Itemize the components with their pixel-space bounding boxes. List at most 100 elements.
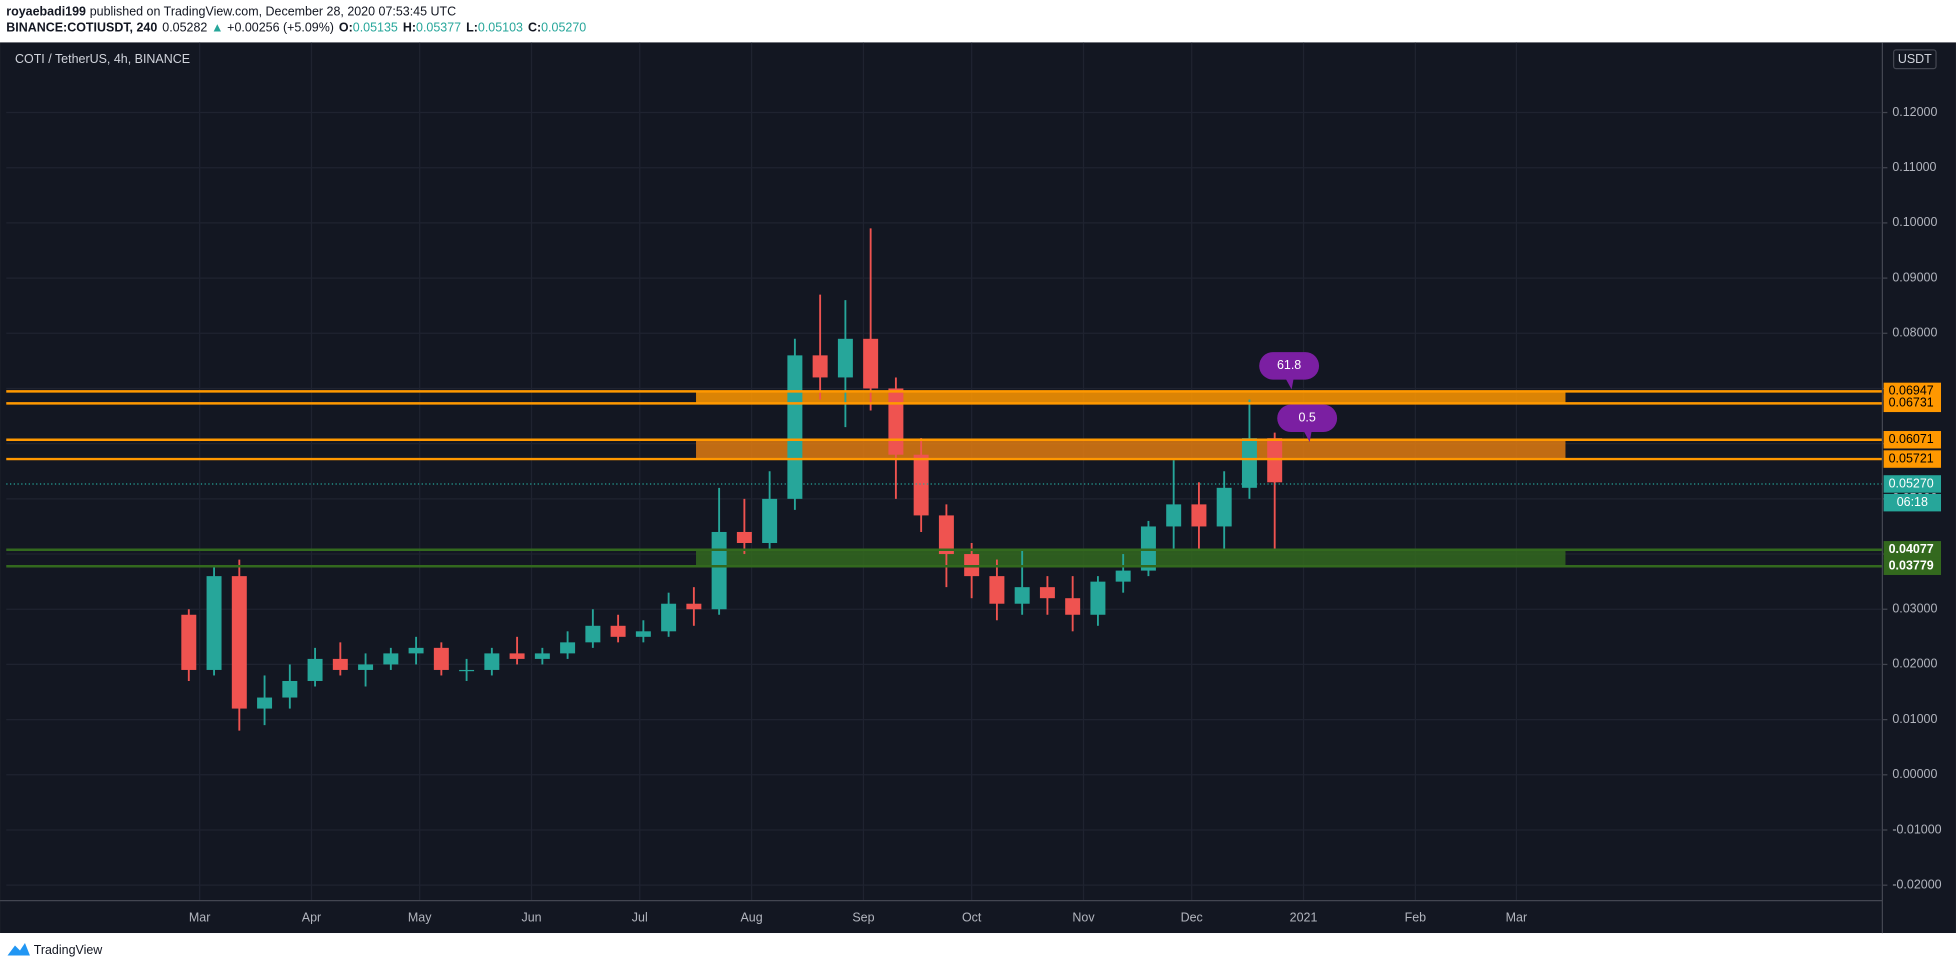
candle-body: [534, 653, 550, 659]
arrow: ▲: [211, 21, 223, 35]
candle-body: [938, 515, 954, 555]
x-tick-label: Feb: [1405, 910, 1427, 924]
grid: [6, 42, 1882, 901]
y-tick-label: -0.02000: [1892, 877, 1941, 891]
candle-body: [257, 697, 273, 709]
y-tick-label: -0.01000: [1892, 822, 1941, 836]
y-tick-label: 0.02000: [1892, 657, 1937, 671]
x-tick-label: Sep: [852, 910, 874, 924]
chart-title: COTI / TetherUS, 4h, BINANCE: [15, 52, 190, 66]
y-tick-label: 0.08000: [1892, 326, 1937, 340]
annotation-bubble: [1259, 352, 1320, 380]
level-label: 0.05721: [1889, 451, 1934, 465]
candle-body: [1241, 438, 1257, 488]
level-label: 0.04077: [1889, 542, 1934, 556]
h-label: H:: [403, 21, 416, 35]
close: 0.05270: [541, 21, 586, 35]
x-tick-label: Jun: [521, 910, 541, 924]
candle-body: [812, 355, 828, 378]
candle-body: [585, 625, 601, 643]
level-label: 0.03779: [1889, 559, 1934, 573]
zone: [696, 549, 1566, 567]
annotation-text: 61.8: [1277, 358, 1301, 372]
c-label: C:: [528, 21, 541, 35]
level-label: 0.06071: [1889, 432, 1934, 446]
candle-body: [863, 338, 879, 389]
candle-body: [181, 614, 197, 670]
last: 0.05282: [162, 21, 207, 35]
quote-line: BINANCE:COTIUSDT, 240 0.05282 ▲ +0.00256 (+…: [6, 21, 586, 35]
candle-body: [282, 680, 298, 698]
y-tick-label: 0.11000: [1892, 160, 1936, 174]
countdown-bg: [1883, 493, 1942, 512]
brand: TradingView: [34, 943, 104, 957]
candle-body: [736, 531, 752, 544]
candle-body: [433, 647, 449, 670]
currency: USDT: [1898, 52, 1932, 66]
x-tick-label: 2021: [1290, 910, 1318, 924]
currency-box: [1892, 49, 1937, 70]
level-label-bg: [1883, 541, 1942, 559]
candle-body: [1039, 587, 1055, 599]
countdown: 06:18: [1897, 495, 1928, 509]
footer-bg: [0, 933, 1956, 968]
candle-body: [206, 576, 222, 670]
candle-body: [484, 653, 500, 670]
annotation-bubble: [1277, 404, 1338, 433]
low: 0.05103: [478, 21, 523, 35]
open: 0.05135: [353, 21, 398, 35]
candles: [181, 228, 1283, 731]
x-tick-label: Jul: [632, 910, 648, 924]
header-line: royaebadi199 published on TradingView.com…: [6, 5, 456, 19]
candle-body: [1090, 581, 1106, 615]
candle-body: [711, 531, 727, 610]
candle-body: [383, 653, 399, 665]
last-price: 0.05270: [1889, 476, 1934, 490]
y-tick-label: 0.12000: [1892, 105, 1937, 119]
x-tick-label: Mar: [189, 910, 210, 924]
y-tick-label: 0.01000: [1892, 712, 1937, 726]
l-label: L:: [466, 21, 478, 35]
candle-body: [787, 355, 803, 499]
candle-body: [610, 625, 626, 637]
chart-bg: [0, 42, 1956, 934]
symbol: BINANCE:COTIUSDT, 240: [6, 21, 157, 35]
y-tick-label: 0.09000: [1892, 270, 1937, 284]
candle-body: [1115, 570, 1131, 582]
candle-body: [1014, 587, 1030, 604]
published: published on TradingView.com, December 2…: [90, 5, 456, 19]
publisher: royaebadi199: [6, 5, 86, 19]
zone: [696, 391, 1566, 404]
annotation-text: 0.5: [1298, 411, 1315, 425]
candle-body: [408, 647, 424, 654]
candle-body: [913, 454, 929, 516]
candle-body: [231, 576, 247, 709]
y-tick-label: 0.03000: [1892, 602, 1937, 616]
o-label: O:: [339, 21, 353, 35]
x-tick-label: May: [408, 910, 432, 924]
candle-body: [509, 653, 525, 659]
change: +0.00256 (+5.09%): [227, 21, 334, 35]
candle-body: [1216, 487, 1232, 527]
candle-body: [307, 658, 323, 681]
candle-body: [989, 576, 1005, 604]
candle-body: [1166, 504, 1182, 527]
x-tick-label: Nov: [1072, 910, 1095, 924]
level-label-bg: [1883, 557, 1942, 575]
candle-body: [762, 498, 778, 544]
zone: [696, 439, 1566, 460]
level-label-bg: [1883, 394, 1942, 413]
level-label-bg: [1883, 450, 1942, 468]
candle-body: [661, 603, 677, 632]
candle-body: [358, 664, 374, 670]
candle-body: [888, 388, 904, 455]
last-price-bg: [1883, 475, 1942, 493]
x-tick-label: Aug: [740, 910, 762, 924]
x-tick-label: Apr: [302, 910, 321, 924]
level-label: 0.06947: [1889, 384, 1934, 398]
candle-body: [1065, 598, 1081, 615]
candle-body: [560, 642, 576, 654]
zones: [696, 391, 1566, 567]
candle-body: [635, 631, 651, 637]
